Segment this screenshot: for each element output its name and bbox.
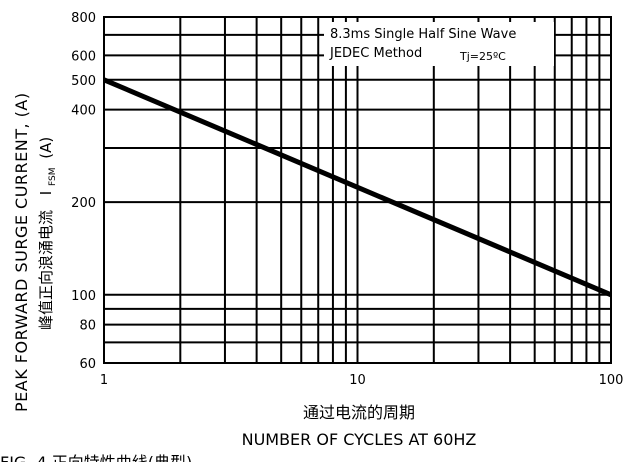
y-axis-label-cn-group: 峰值正向浪涌电流 I FSM (A)	[37, 137, 59, 330]
x-tick-label: 10	[349, 373, 366, 388]
y-tick-label: 400	[71, 104, 96, 119]
annotation-tj: Tj=25ºC	[459, 50, 506, 63]
y-tick-label: 600	[71, 49, 96, 64]
grid-lines	[103, 16, 612, 364]
y-tick-label: 200	[71, 196, 96, 211]
x-axis-label-cn: 通过电流的周期	[303, 403, 415, 422]
y-tick-label: 800	[71, 11, 96, 26]
plot-border	[103, 16, 612, 364]
y-axis-unit: (A)	[37, 137, 55, 159]
y-tick-label: 60	[79, 357, 96, 372]
y-axis-subscript: FSM	[48, 167, 58, 186]
y-axis-label-cn: 峰值正向浪涌电流	[37, 210, 55, 330]
y-tick-label: 80	[79, 319, 96, 334]
y-axis-symbol: I	[37, 191, 55, 195]
x-axis-label: NUMBER OF CYCLES AT 60HZ	[242, 430, 477, 449]
annotation-background	[324, 22, 554, 66]
y-axis-label: PEAK FORWARD SURGE CURRENT, (A)	[12, 92, 31, 412]
annotation-line-1: 8.3ms Single Half Sine Wave	[330, 27, 516, 42]
series-line	[103, 77, 612, 298]
x-tick-label: 100	[599, 373, 624, 388]
y-tick-label: 100	[71, 289, 96, 304]
y-tick-label: 500	[71, 74, 96, 89]
figure-caption: FIG. 4 正向特性曲线(典型)	[0, 453, 192, 462]
tick-labels: 60 80 100 200 400 500 600 800 1 10 100	[71, 11, 623, 388]
svg-text:峰值正向浪涌电流 I FSM: 峰值正向浪涌电流 I FSM (A)	[37, 137, 59, 330]
series-layer	[103, 77, 612, 298]
x-tick-label: 1	[100, 373, 108, 388]
plot-frame	[103, 16, 612, 364]
annotation-line-2: JEDEC Method	[329, 46, 422, 61]
